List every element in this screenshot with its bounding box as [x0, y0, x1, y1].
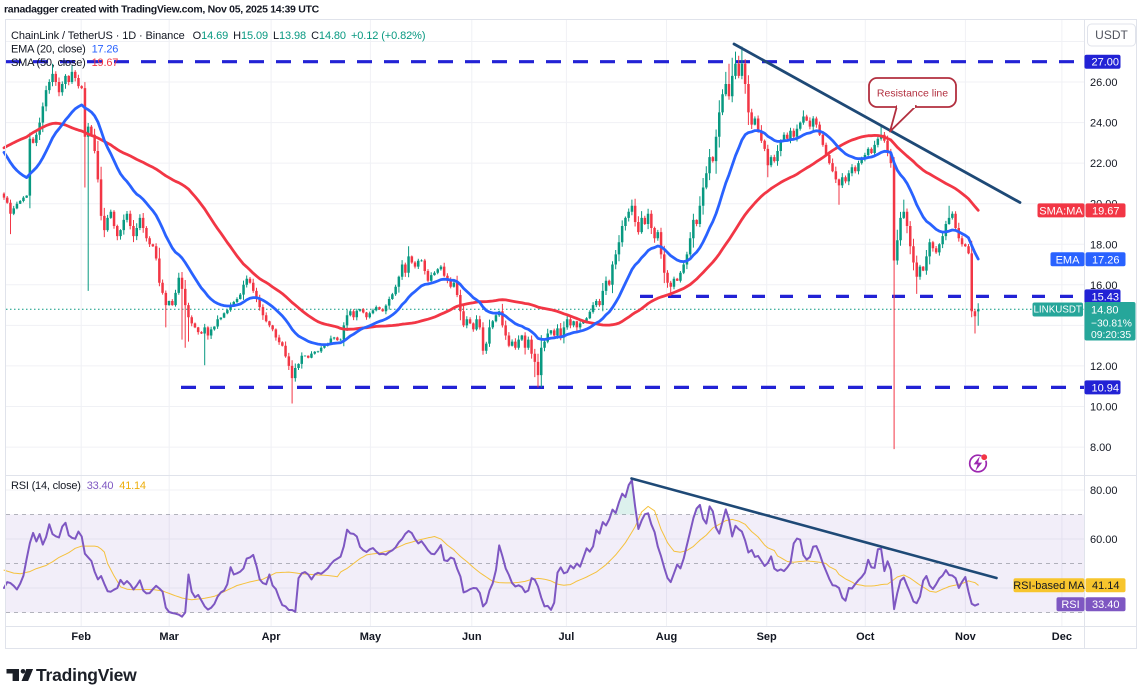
svg-text:60.00: 60.00	[1090, 534, 1118, 546]
svg-text:Oct: Oct	[856, 631, 875, 643]
svg-text:27.00: 27.00	[1092, 57, 1120, 69]
svg-text:−30.81%: −30.81%	[1091, 319, 1132, 330]
svg-text:10.00: 10.00	[1090, 402, 1118, 414]
svg-text:TradingView: TradingView	[36, 665, 137, 685]
svg-text:EMA: EMA	[1056, 254, 1081, 266]
svg-text:15.43: 15.43	[1092, 291, 1120, 303]
svg-text:SMA (50, close)19.67: SMA (50, close) 19.67	[11, 57, 118, 69]
svg-text:Mar: Mar	[159, 631, 179, 643]
svg-text:8.00: 8.00	[1090, 442, 1111, 454]
svg-text:Sep: Sep	[757, 631, 777, 643]
svg-text:33.40: 33.40	[1092, 599, 1120, 611]
svg-text:Apr: Apr	[262, 631, 282, 643]
svg-text:Jul: Jul	[558, 631, 574, 643]
svg-text:14.80: 14.80	[1091, 305, 1119, 317]
svg-text:Resistance line: Resistance line	[877, 88, 948, 100]
svg-text:19.67: 19.67	[1092, 205, 1120, 217]
svg-text:16.00: 16.00	[1090, 280, 1118, 292]
svg-text:22.00: 22.00	[1090, 158, 1118, 170]
svg-text:10.94: 10.94	[1092, 382, 1120, 394]
svg-text:17.26: 17.26	[1092, 254, 1120, 266]
svg-text:ChainLink / TetherUS · 1D · Bi: ChainLink / TetherUS · 1D · Binance O14.6…	[11, 30, 425, 42]
svg-text:41.14: 41.14	[1092, 580, 1120, 592]
svg-text:USDT: USDT	[1095, 28, 1128, 42]
svg-text:Jun: Jun	[462, 631, 482, 643]
svg-text:80.00: 80.00	[1090, 485, 1118, 497]
svg-text:26.00: 26.00	[1090, 77, 1118, 89]
svg-text:LINKUSDT: LINKUSDT	[1033, 305, 1081, 316]
svg-text:RSI: RSI	[1061, 599, 1079, 611]
svg-text:09:20:35: 09:20:35	[1091, 330, 1131, 341]
svg-text:May: May	[360, 631, 382, 643]
svg-text:EMA (20, close)17.26: EMA (20, close) 17.26	[11, 44, 118, 56]
svg-text:Feb: Feb	[71, 631, 91, 643]
svg-text:12.00: 12.00	[1090, 361, 1118, 373]
svg-text:18.00: 18.00	[1090, 239, 1118, 251]
svg-text:Dec: Dec	[1052, 631, 1072, 643]
svg-text:Aug: Aug	[656, 631, 677, 643]
svg-text:24.00: 24.00	[1090, 118, 1118, 130]
svg-text:SMA:MA: SMA:MA	[1039, 205, 1083, 217]
svg-text:Nov: Nov	[955, 631, 977, 643]
svg-text:ranadagger created with Tradin: ranadagger created with TradingView.com,…	[4, 4, 320, 16]
svg-text:RSI-based MA: RSI-based MA	[1013, 580, 1085, 592]
